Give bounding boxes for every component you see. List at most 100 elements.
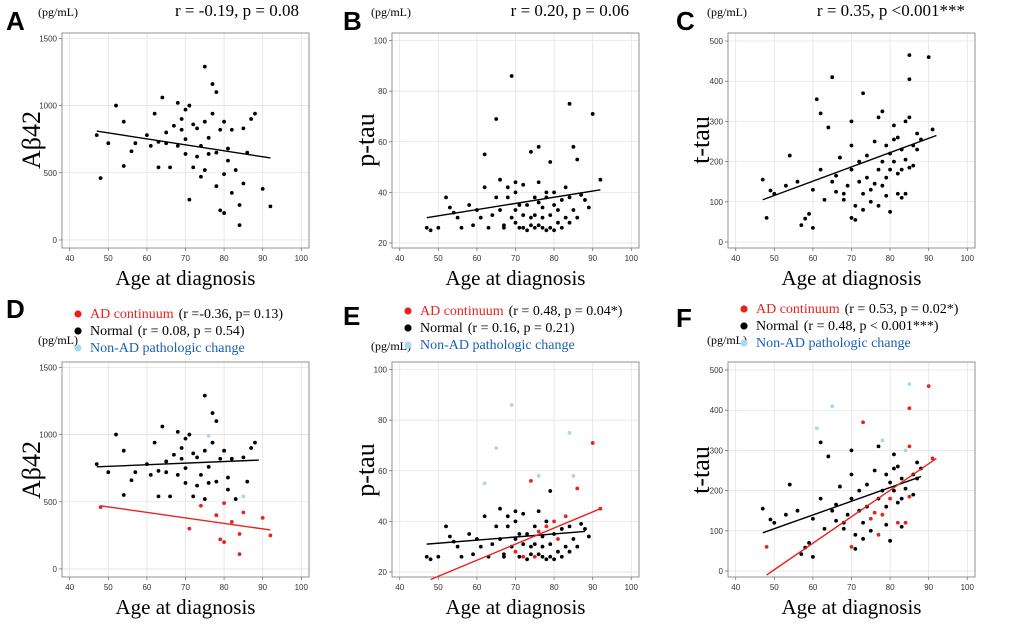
data-point-normal [834,189,838,194]
data-point-normal [556,220,560,225]
data-point-ad [764,544,769,549]
x-axis-label: Age at diagnosis [446,595,586,619]
data-point-normal [517,554,522,559]
data-point-normal [764,215,769,220]
x-tick-label: 60 [142,254,151,263]
data-point-normal [195,483,199,488]
data-point-normal [826,454,831,459]
data-point-normal [94,462,99,467]
data-point-normal [536,223,541,228]
data-point-normal [133,141,138,146]
data-point-normal [787,482,792,487]
data-point-nonad [482,481,487,486]
x-tick-label: 40 [65,254,74,263]
data-point-normal [895,135,900,140]
data-point-normal [907,115,912,120]
data-point-normal [253,440,257,445]
data-point-ad [888,496,892,501]
data-point-normal [532,213,537,218]
x-tick-label: 40 [731,254,740,263]
x-tick-label: 100 [295,254,309,263]
x-tick-label: 40 [731,583,740,592]
x-axis-label: Age at diagnosis [116,266,256,290]
data-point-normal [436,225,441,230]
data-point-normal [471,223,475,228]
data-point-normal [548,542,553,547]
data-point-normal [899,524,904,529]
data-point-normal [838,155,842,160]
x-tick-label: 100 [295,583,309,592]
data-point-normal [532,195,537,200]
data-point-normal [525,228,529,233]
y-tick-label: 0 [53,565,58,574]
legend-label-ad: AD continuum [420,304,504,319]
data-point-normal [179,127,184,132]
data-point-ad [849,544,854,549]
data-point-normal [455,215,460,220]
data-point-ad [872,510,877,515]
x-tick-label: 50 [770,254,779,263]
panel-letter: A [6,6,25,36]
x-tick-label: 90 [924,583,933,592]
data-point-normal [907,53,912,58]
regression-line-ad [766,457,937,576]
data-point-normal [229,127,234,132]
panel-e: 40 50 60 70 80 90 100 20 40 60 80 100 E (pg/mL) p-tau A… [343,301,640,619]
data-point-normal [121,119,126,124]
data-point-normal [156,494,161,499]
data-point-normal [444,524,448,529]
x-tick-label: 70 [181,254,190,263]
x-tick-label: 90 [924,254,933,263]
data-point-normal [892,123,896,128]
data-point-normal [795,179,800,184]
data-point-normal [768,188,773,193]
data-point-nonad [509,403,514,407]
data-point-normal [783,512,788,517]
data-point-normal [563,215,568,220]
data-point-normal [783,183,788,188]
data-point-normal [834,173,838,178]
data-point-normal [513,180,518,185]
data-point-normal [160,424,165,429]
data-point-normal [811,516,815,521]
legend-marker-ad [740,305,748,313]
data-point-normal [540,554,545,559]
data-point-normal [536,552,541,557]
data-point-normal [544,190,549,195]
data-point-normal [183,481,188,485]
data-point-normal [911,163,916,168]
data-point-normal [202,168,207,172]
data-point-nonad [571,473,576,478]
data-point-normal [768,517,773,522]
data-point-normal [841,526,846,531]
data-point-normal [521,225,526,230]
data-point-normal [525,532,529,536]
data-point-normal [253,111,257,116]
data-point-normal [907,77,912,82]
data-point-normal [559,527,564,531]
data-point-normal [772,520,777,525]
data-point-normal [206,135,211,140]
panel-letter: F [676,303,692,333]
data-point-normal [152,111,157,116]
data-point-normal [191,165,196,170]
data-point-normal [930,127,935,132]
data-point-normal [807,540,811,545]
regression-line-all [762,134,937,201]
y-tick-label: 20 [378,239,387,248]
data-point-ad [575,486,580,491]
data-point-normal [455,544,460,549]
data-point-normal [206,152,211,156]
legend-label-nonad: Non-AD pathologic change [420,338,575,353]
data-point-normal [532,542,537,547]
data-point-normal [233,497,238,501]
data-point-normal [164,130,169,135]
unit-label: (pg/mL) [38,5,78,19]
data-point-normal [540,225,545,230]
x-tick-label: 40 [395,583,404,592]
regression-line-all [426,189,601,219]
data-point-normal [513,208,518,212]
x-tick-label: 60 [808,583,817,592]
data-point-normal [195,126,199,131]
data-point-normal [818,167,823,172]
